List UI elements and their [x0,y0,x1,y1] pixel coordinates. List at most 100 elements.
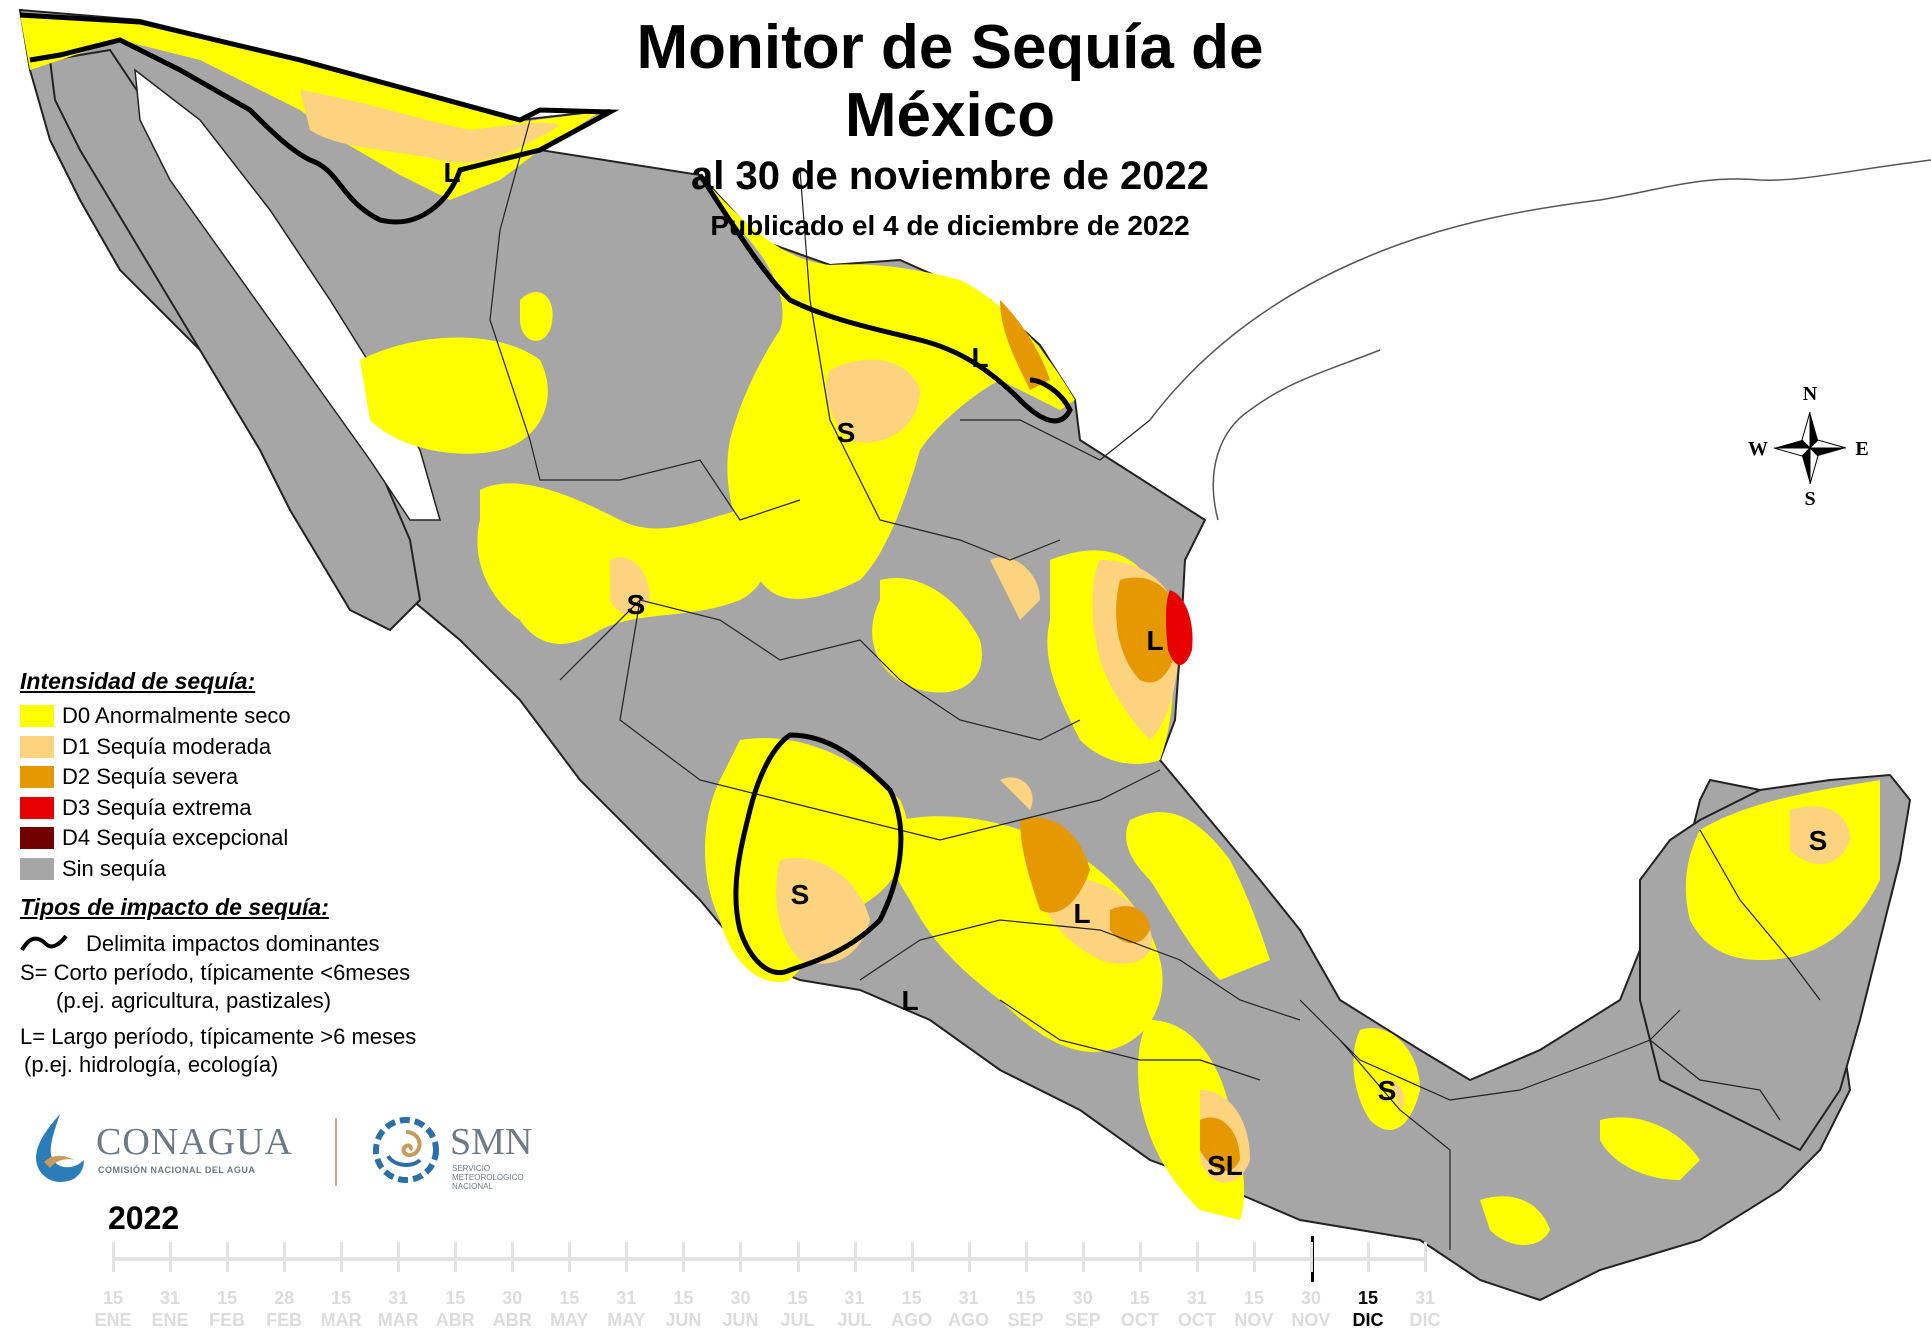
map-label: S [1378,1075,1397,1106]
timeline-tick [853,1242,857,1272]
timeline-day-label: 15 [901,1288,922,1308]
legend-item-d4: D4 Sequía excepcional [20,823,480,854]
timeline-month-label: MAR [320,1310,362,1330]
timeline-day-label: 31 [844,1288,865,1308]
timeline-tick [340,1242,344,1272]
timeline-tick [1081,1242,1085,1272]
timeline-day-label: 31 [616,1288,637,1308]
timeline-day-label: 15 [102,1288,124,1308]
legend-item-d0: D0 Anormalmente seco [20,701,480,732]
legend-swatch-d0 [20,705,54,728]
timeline-day-label: 30 [1300,1288,1321,1308]
conagua-subtitle: COMISIÓN NACIONAL DEL AGUA [98,1165,256,1175]
legend-label-d4: D4 Sequía excepcional [62,825,289,851]
legend-swatch-d3 [20,796,54,819]
timeline-day-label: 15 [673,1288,694,1308]
d2-regions [1000,300,1240,1171]
legend-item-d2: D2 Sequía severa [20,762,480,793]
legend-item-d3: D3 Sequía extrema [20,793,480,824]
timeline-month-label: SEP [1064,1310,1101,1330]
timeline-month-label: AGO [891,1310,933,1330]
timeline-month-label: AGO [948,1310,990,1330]
conagua-wordmark: CONAGUA [96,1121,293,1163]
legend-label-d3: D3 Sequía extrema [62,794,252,820]
map-label: S [627,589,646,620]
impact-s-label: S= Corto período, típicamente <6meses [20,960,411,985]
timeline-tick [1309,1242,1313,1272]
timeline-day-label: 15 [787,1288,808,1308]
impact-line-label: Delimita impactos dominantes [86,931,380,956]
timeline-month-label: FEB [209,1310,246,1330]
map-label: L [971,342,988,373]
timeline-month-label: JUL [780,1310,815,1330]
timeline-month-label: JUN [722,1310,759,1330]
legend-swatch-d4 [20,827,54,850]
timeline-day-label: 30 [1072,1288,1093,1308]
timeline-month-label: MAY [607,1310,646,1330]
impact-s-example: (p.ej. agricultura, pastizales) [56,988,332,1013]
timeline-tick [796,1242,800,1272]
timeline-year: 2022 [108,1200,180,1236]
timeline-axis [113,1257,1425,1261]
timeline-tick [511,1242,515,1272]
timeline-day-label: 15 [445,1288,466,1308]
timeline-tick [625,1242,629,1272]
conagua-logo-icon [36,1114,84,1182]
timeline-tick [226,1242,230,1272]
timeline-day-label: 15 [217,1288,238,1308]
legend: Intensidad de sequía: D0 Anormalmente se… [20,668,480,1079]
map-label: L [1073,898,1090,929]
smn-wordmark: SMN [450,1121,533,1163]
legend-item-none: Sin sequía [20,854,480,885]
timeline-day-label: 30 [502,1288,523,1308]
timeline-day-label: 28 [274,1288,295,1308]
timeline-day-label: 15 [559,1288,580,1308]
legend-swatch-d1 [20,735,54,758]
timeline-tick [910,1242,914,1272]
timeline-month-label: ENE [94,1310,132,1330]
gulf-of-california [134,68,441,521]
timeline-tick [454,1242,458,1272]
timeline-day-label: 15 [1129,1288,1150,1308]
timeline-month-label: NOV [1234,1310,1274,1330]
timeline-day-label: 15 [1015,1288,1036,1308]
timeline-tick [283,1242,287,1272]
compass-s: S [1804,488,1815,510]
impact-line-icon [20,934,68,952]
timeline-month-label: ENE [151,1310,189,1330]
timeline-month-label: JUL [837,1310,872,1330]
logo-divider [335,1118,337,1186]
timeline-tick [1366,1242,1370,1272]
timeline-tick [1138,1242,1142,1272]
impact-boundaries [19,12,1073,976]
timeline-month-label: OCT [1120,1310,1159,1330]
map-label: L [901,985,918,1016]
timeline-month-label: SEP [1007,1310,1044,1330]
legend-label-d2: D2 Sequía severa [62,764,239,790]
timeline-day-label: 30 [730,1288,751,1308]
timeline-tick [739,1242,743,1272]
timeline-day-label: 15 [1357,1288,1378,1308]
map-title: Monitor de Sequía de México [636,13,1264,150]
timeline-month-label: DIC [1352,1310,1384,1330]
timeline-month-label: FEB [266,1310,303,1330]
timeline-month-label: MAY [550,1310,589,1330]
timeline-month-label: ABR [435,1310,475,1330]
us-gulf-coast [1212,349,1381,521]
timeline-day-label: 15 [331,1288,352,1308]
map-label: L [1146,625,1163,656]
timeline-tick [1252,1242,1256,1272]
impact-l-label: L= Largo período, típicamente >6 meses [20,1024,417,1049]
timeline-day-label: 31 [160,1288,181,1308]
timeline-tick [568,1242,572,1272]
legend-impact-title: Tipos de impacto de sequía: [20,894,329,920]
timeline-tick [1195,1242,1199,1272]
timeline-tick [397,1242,401,1272]
timeline-month-label: JUN [665,1310,702,1330]
timeline-tick [1024,1242,1028,1272]
impact-l-example: (p.ej. hidrología, ecología) [24,1052,279,1077]
title-block: Monitor de Sequía de México al 30 de nov… [540,14,1360,244]
timeline-month-label: NOV [1291,1310,1331,1330]
map-label: S [791,879,810,910]
timeline-month-label: MAR [377,1310,419,1330]
